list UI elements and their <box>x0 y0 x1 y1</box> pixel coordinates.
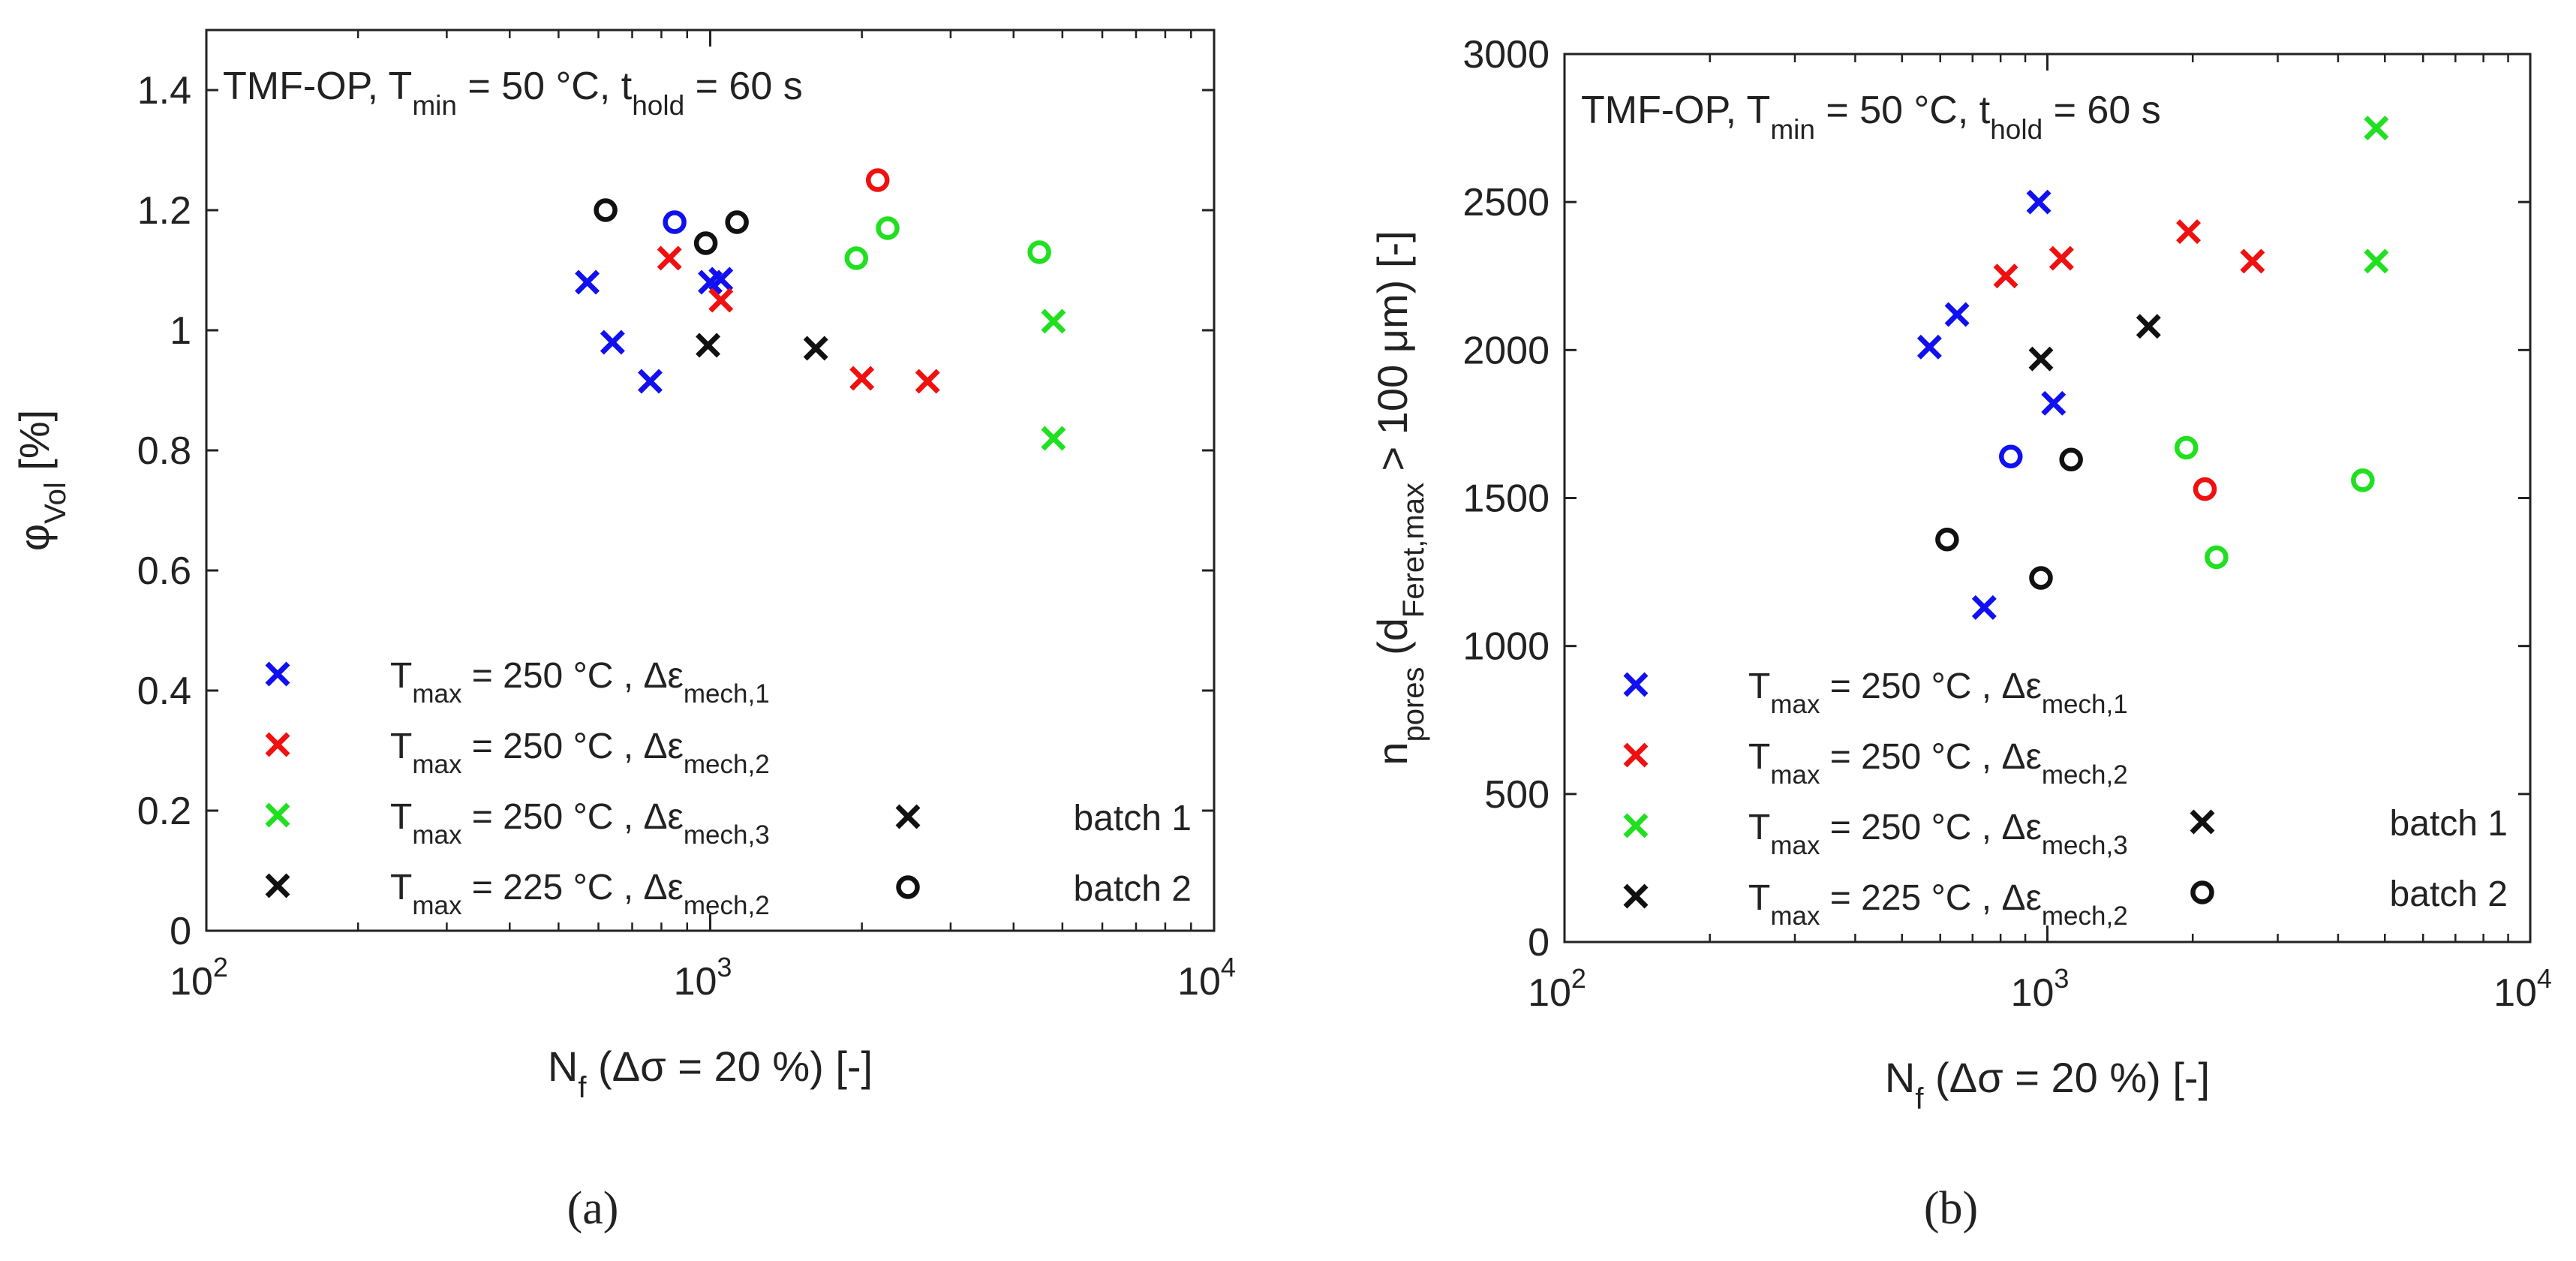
data-point-green-circle <box>2351 468 2375 492</box>
data-point-red-cross <box>657 245 682 271</box>
data-point-red-cross <box>849 366 875 391</box>
y-axis-label: npores (dFeret,max > 100 μm) [-] <box>1369 230 1430 765</box>
y-tick-label: 3000 <box>1462 33 1550 77</box>
data-point-green-circle <box>876 216 900 240</box>
marker-legend-label: batch 2 <box>2390 874 2508 914</box>
panel-b-label: (b) <box>1924 1183 1978 1234</box>
data-point-red-cross <box>708 287 734 313</box>
y-tick-label: 1000 <box>1462 625 1550 669</box>
legend-entry: Tmax = 225 °C , Δεmech,2 <box>1748 878 2128 931</box>
panel-a-label: (a) <box>567 1183 619 1234</box>
data-point-black-circle <box>2029 566 2053 590</box>
legend-entry: Tmax = 250 °C , Δεmech,2 <box>1748 737 2128 790</box>
plot-area <box>1563 53 2532 943</box>
data-point-black-cross <box>2028 346 2054 372</box>
data-point-green-circle <box>844 246 869 270</box>
data-point-blue-cross <box>600 330 625 355</box>
y-tick-label: 0.4 <box>137 670 191 713</box>
legend-marker <box>1623 883 1649 909</box>
data-point-black-circle <box>1935 527 1959 552</box>
legend-entry: Tmax = 250 °C , Δεmech,2 <box>390 727 770 779</box>
data-point-blue-circle <box>1999 444 2023 469</box>
chart-panel-a: 0 0.2 0.4 0.6 0.8 1 1.2 1.4 102 103 104 TMF-OP, Tmi… <box>11 29 1236 1104</box>
legend-marker <box>265 732 290 757</box>
data-point-blue-cross <box>2041 390 2067 416</box>
data-point-red-cross <box>1993 263 2018 289</box>
x-tick-label: 102 <box>170 952 228 1004</box>
y-tick-label: 1.2 <box>137 189 191 233</box>
legend-marker <box>265 802 290 828</box>
data-point-red-cross <box>2176 219 2202 245</box>
marker-legend-label: batch 1 <box>1074 799 1192 838</box>
legend-marker <box>1623 742 1649 768</box>
data-point-green-cross <box>1041 426 1066 451</box>
y-tick-label: 0.6 <box>137 549 191 593</box>
data-point-red-cross <box>2240 248 2265 274</box>
legend-entry: Tmax = 250 °C , Δεmech,1 <box>1748 667 2128 719</box>
legend-marker <box>265 873 290 898</box>
data-point-green-cross <box>1041 308 1066 334</box>
data-point-blue-cross <box>708 266 734 292</box>
legend-entry: Tmax = 225 °C , Δεmech,2 <box>390 868 770 920</box>
y-tick-label: 1 <box>170 309 191 353</box>
data-point-black-circle <box>594 198 618 222</box>
data-point-black-cross <box>696 333 721 358</box>
marker-legend-cross <box>2190 809 2215 835</box>
x-tick-label: 104 <box>1177 952 1236 1004</box>
y-tick-label: 2000 <box>1462 329 1550 372</box>
legend-marker <box>265 661 290 687</box>
y-tick-label: 0.2 <box>137 790 191 833</box>
data-point-red-cross <box>2048 245 2074 271</box>
data-point-black-cross <box>803 336 828 361</box>
data-point-black-circle <box>725 210 749 234</box>
marker-legend-circle <box>2190 880 2214 904</box>
legend-marker <box>1623 672 1649 697</box>
data-point-blue-circle <box>663 210 687 234</box>
x-axis-label: Nf (Δσ = 20 %) [-] <box>548 1043 873 1104</box>
data-point-red-circle <box>865 168 890 192</box>
x-axis-label: Nf (Δσ = 20 %) [-] <box>1885 1054 2210 1115</box>
y-tick-label: 0 <box>1528 921 1550 965</box>
marker-legend-label: batch 1 <box>2390 804 2508 844</box>
data-point-red-circle <box>2193 477 2217 501</box>
data-point-red-cross <box>915 369 940 394</box>
data-point-green-circle <box>2174 435 2199 460</box>
x-tick-label: 102 <box>1528 963 1586 1015</box>
y-tick-label: 0 <box>170 910 191 953</box>
legend-entry: Tmax = 250 °C , Δεmech,3 <box>390 797 770 850</box>
y-tick-label: 500 <box>1484 773 1550 817</box>
legend-marker <box>1623 813 1649 838</box>
data-point-green-circle <box>1027 240 1051 264</box>
marker-legend-label: batch 2 <box>1074 869 1192 909</box>
data-point-blue-cross <box>1971 594 1997 620</box>
data-point-black-circle <box>693 231 718 255</box>
data-point-green-cross <box>2364 116 2389 141</box>
data-point-blue-cross <box>2026 189 2051 215</box>
chart-title: TMF-OP, Tmin = 50 °C, thold = 60 s <box>1581 89 2161 145</box>
y-tick-label: 1500 <box>1462 477 1550 521</box>
chart-title: TMF-OP, Tmin = 50 °C, thold = 60 s <box>223 65 803 121</box>
data-point-blue-cross <box>637 369 663 394</box>
legend-entry: Tmax = 250 °C , Δεmech,3 <box>1748 808 2128 860</box>
y-tick-label: 1.4 <box>137 69 191 113</box>
legend-entry: Tmax = 250 °C , Δεmech,1 <box>390 656 770 709</box>
marker-legend-circle <box>896 875 920 899</box>
data-point-blue-cross <box>1944 302 1970 327</box>
data-point-green-cross <box>2364 248 2389 274</box>
data-point-blue-cross <box>575 269 600 295</box>
chart-panel-b: 0 500 1000 1500 2000 2500 3000 102 103 104 TMF-OP,… <box>1369 33 2552 1115</box>
data-point-blue-cross <box>1916 334 1942 360</box>
y-tick-label: 2500 <box>1462 181 1550 224</box>
data-point-black-circle <box>2059 447 2083 471</box>
data-point-green-circle <box>2205 545 2229 570</box>
x-tick-label: 104 <box>2493 963 2552 1015</box>
y-axis-label: φVol [%] <box>11 410 72 551</box>
x-tick-label: 103 <box>2011 963 2070 1015</box>
plot-area <box>205 29 1216 932</box>
data-point-black-cross <box>2136 314 2161 339</box>
marker-legend-cross <box>895 804 921 829</box>
x-tick-label: 103 <box>674 952 732 1004</box>
y-tick-label: 0.8 <box>137 429 191 473</box>
